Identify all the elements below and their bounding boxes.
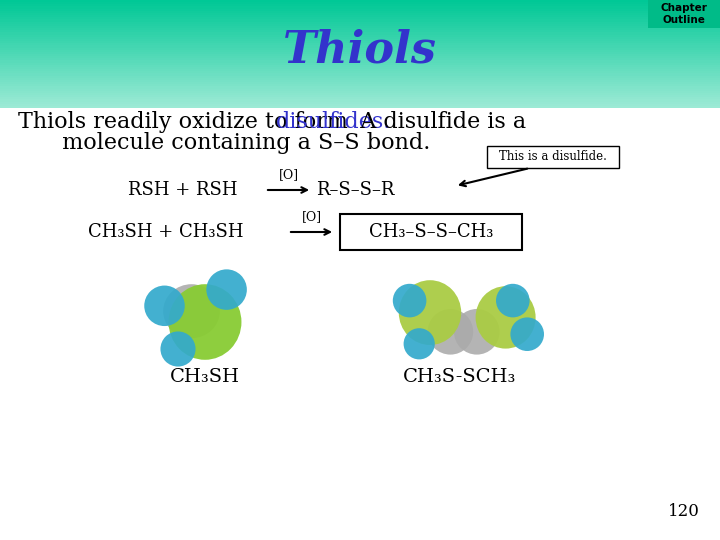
Bar [0,58,720,60]
Bar [0,84,720,86]
Bar [0,50,720,52]
Bar [0,78,720,80]
Ellipse shape [393,284,426,318]
Ellipse shape [168,284,241,360]
Bar [0,86,720,89]
Bar [0,15,720,17]
Text: RSH + RSH: RSH + RSH [128,181,238,199]
Bar [0,106,720,108]
Text: molecule containing a S–S bond.: molecule containing a S–S bond. [48,132,431,154]
Bar [0,67,720,69]
Bar [0,76,720,78]
Bar [0,6,720,9]
Bar [0,71,720,73]
Bar [0,95,720,97]
Ellipse shape [510,318,544,351]
Bar [0,32,720,35]
Bar [0,17,720,19]
Bar [0,35,720,37]
Bar [0,54,720,56]
Bar [0,9,720,11]
Bar [0,45,720,48]
Bar [0,82,720,84]
Bar [648,0,720,28]
Bar [0,41,720,43]
Bar [0,4,720,6]
Bar [0,73,720,76]
Text: CH₃S-SCH₃: CH₃S-SCH₃ [403,368,517,386]
Text: This is a disulfide.: This is a disulfide. [499,151,607,164]
Bar [0,24,720,26]
Bar [340,214,522,250]
Bar [0,39,720,41]
Bar [0,69,720,71]
Ellipse shape [399,280,462,345]
Text: [O]: [O] [302,210,322,223]
Text: CH₃SH: CH₃SH [170,368,240,386]
Bar [0,0,720,2]
Bar [0,89,720,91]
Ellipse shape [404,328,435,360]
Bar [0,22,720,24]
Bar [0,48,720,50]
Text: CH₃–S–S–CH₃: CH₃–S–S–CH₃ [369,223,493,241]
Bar [0,91,720,93]
Bar [0,28,720,30]
Ellipse shape [496,284,530,318]
Bar [0,102,720,104]
Ellipse shape [163,284,220,338]
Bar [487,146,619,168]
Bar [0,52,720,54]
Bar [0,26,720,28]
Text: Thiols: Thiols [283,29,437,71]
Ellipse shape [476,286,536,349]
Bar [0,37,720,39]
Text: Thiols readily oxidize to form: Thiols readily oxidize to form [18,111,355,133]
Text: R–S–S–R: R–S–S–R [316,181,395,199]
Ellipse shape [161,332,196,367]
Text: 120: 120 [668,503,700,521]
Bar [0,104,720,106]
Bar [0,99,720,102]
Bar [0,63,720,65]
Bar [0,11,720,13]
Bar [0,93,720,95]
Bar [0,19,720,22]
Bar [0,56,720,58]
Text: [O]: [O] [279,168,299,181]
Text: disulfides.: disulfides. [276,111,392,133]
Bar [0,43,720,45]
Ellipse shape [454,309,500,355]
Bar [0,97,720,99]
Bar [0,13,720,15]
Ellipse shape [207,269,247,310]
Bar [0,30,720,32]
Ellipse shape [144,286,185,326]
Bar [0,80,720,82]
Bar [0,60,720,63]
Text: CH₃SH + CH₃SH: CH₃SH + CH₃SH [88,223,243,241]
Text: A disulfide is a: A disulfide is a [346,111,526,133]
Bar [0,65,720,67]
Text: Chapter
Outline: Chapter Outline [660,3,708,25]
Ellipse shape [428,309,473,355]
Bar [0,2,720,4]
